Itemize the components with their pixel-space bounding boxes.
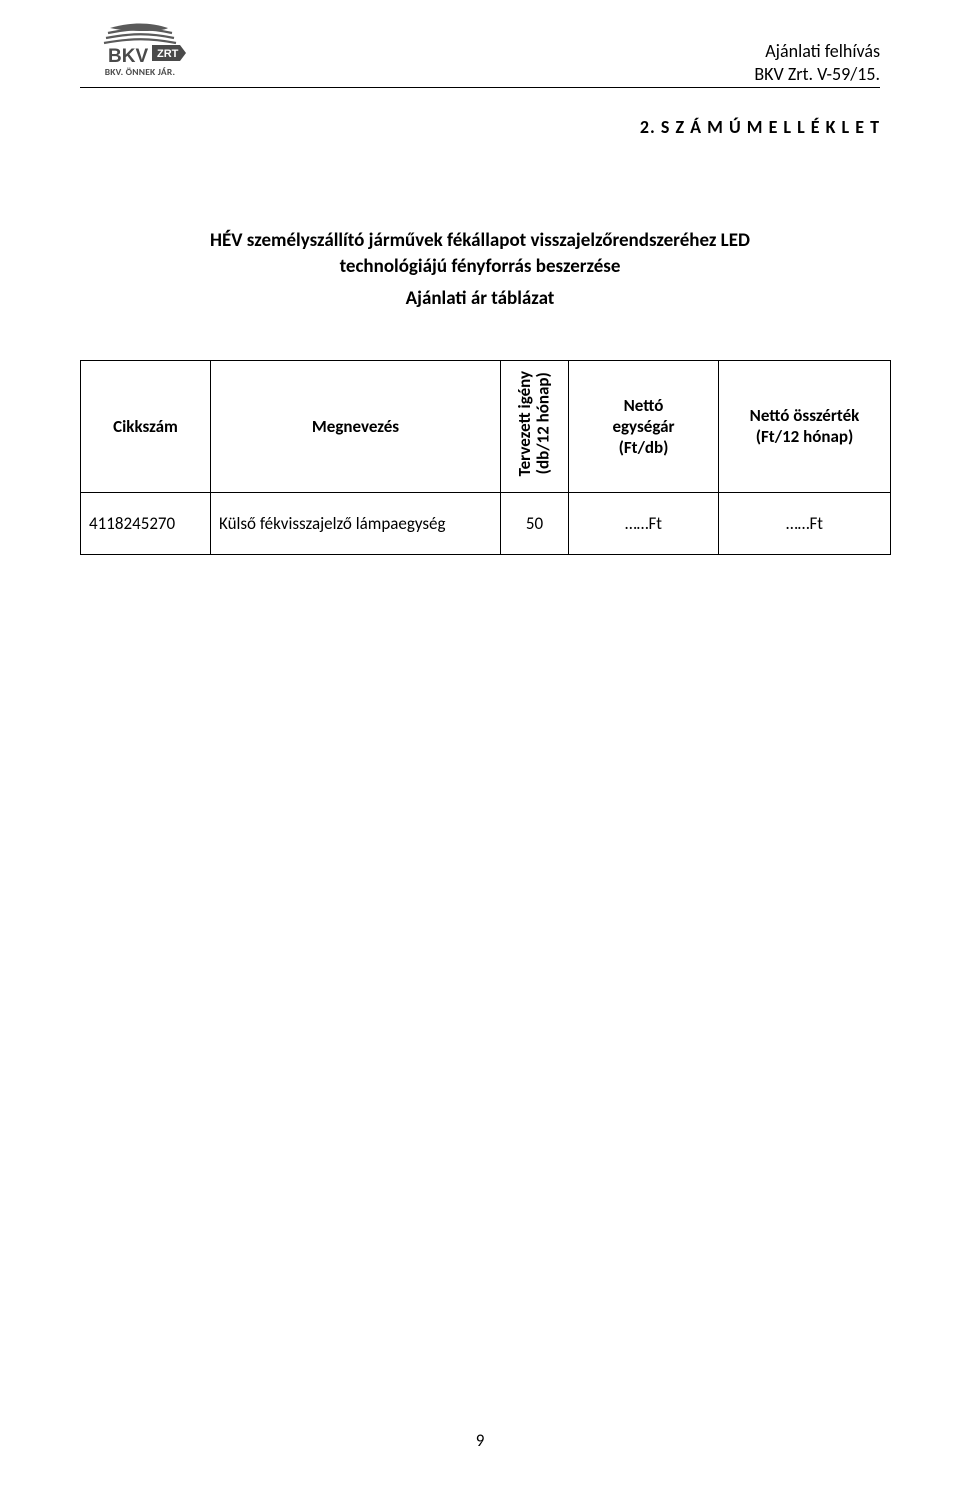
table-header-row: Cikkszám Megnevezés Tervezett igény (db/… bbox=[81, 361, 891, 492]
osszertek-line-1: Nettó összérték bbox=[727, 405, 882, 426]
page-container: BKV ZRT BKV. ÖNNEK JÁR. Ajánlati felhívá… bbox=[0, 0, 960, 1495]
logo-block: BKV ZRT BKV. ÖNNEK JÁR. bbox=[80, 22, 200, 78]
cell-egysegar: ……Ft bbox=[569, 492, 719, 554]
document-subtitle: Ajánlati ár táblázat bbox=[80, 287, 880, 310]
logo-tagline: BKV. ÖNNEK JÁR. bbox=[105, 66, 175, 78]
egysegar-line-1: Nettó bbox=[577, 395, 710, 416]
bkv-logo-icon: BKV ZRT bbox=[90, 22, 190, 68]
col-header-megnevezes: Megnevezés bbox=[211, 361, 501, 492]
col-header-osszertek: Nettó összérték (Ft/12 hónap) bbox=[719, 361, 891, 492]
igeny-line-2: (db/12 hónap) bbox=[533, 373, 554, 475]
col-header-egysegar: Nettó egységár (Ft/db) bbox=[569, 361, 719, 492]
cell-igeny: 50 bbox=[501, 492, 569, 554]
cell-megnevezes: Külső fékvisszajelző lámpaegység bbox=[211, 492, 501, 554]
col-header-igeny: Tervezett igény (db/12 hónap) bbox=[501, 361, 569, 492]
table-row: 4118245270 Külső fékvisszajelző lámpaegy… bbox=[81, 492, 891, 554]
col-header-cikkszam: Cikkszám bbox=[81, 361, 211, 492]
page-header: BKV ZRT BKV. ÖNNEK JÁR. Ajánlati felhívá… bbox=[80, 22, 880, 88]
section-label: 2. S Z Á M Ú M E L L É K L E T bbox=[80, 116, 880, 138]
logo-text: BKV bbox=[108, 46, 148, 67]
header-line-2: BKV Zrt. V-59/15. bbox=[754, 63, 880, 86]
title-line-2: technológiájú fényforrás beszerzése bbox=[80, 254, 880, 280]
page-number: 9 bbox=[476, 1430, 485, 1451]
igeny-line-1: Tervezett igény bbox=[514, 371, 535, 476]
price-table: Cikkszám Megnevezés Tervezett igény (db/… bbox=[80, 360, 891, 554]
document-title: HÉV személyszállító járművek fékállapot … bbox=[80, 228, 880, 279]
header-line-1: Ajánlati felhívás bbox=[754, 40, 880, 63]
logo-badge-text: ZRT bbox=[157, 48, 179, 60]
cell-osszertek: ……Ft bbox=[719, 492, 891, 554]
title-line-1: HÉV személyszállító járművek fékállapot … bbox=[80, 228, 880, 254]
egysegar-line-2: egységár bbox=[577, 416, 710, 437]
osszertek-line-2: (Ft/12 hónap) bbox=[727, 426, 882, 447]
cell-cikkszam: 4118245270 bbox=[81, 492, 211, 554]
egysegar-line-3: (Ft/db) bbox=[577, 437, 710, 458]
header-right: Ajánlati felhívás BKV Zrt. V-59/15. bbox=[754, 22, 880, 85]
